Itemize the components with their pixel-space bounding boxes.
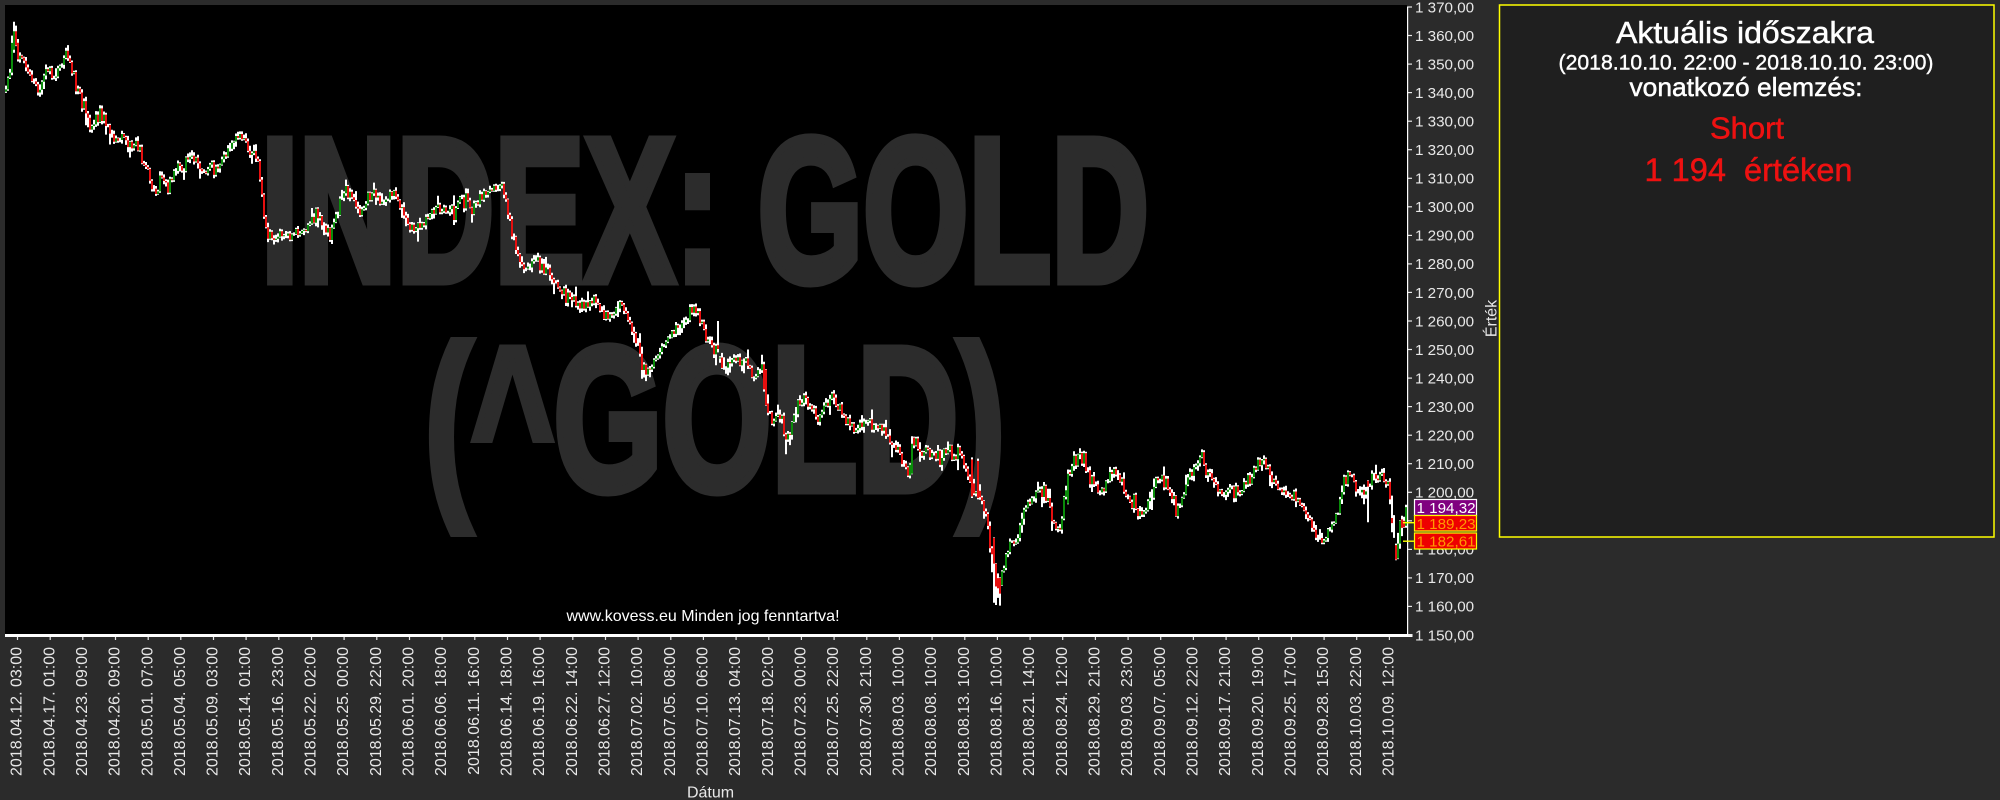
svg-text:2018.05.16. 23:00: 2018.05.16. 23:00 — [270, 647, 287, 776]
svg-text:1 370,00: 1 370,00 — [1415, 0, 1474, 16]
svg-text:2018.04.26. 09:00: 2018.04.26. 09:00 — [107, 647, 124, 776]
svg-text:1 300,00: 1 300,00 — [1415, 199, 1474, 216]
svg-text:2018.07.10. 06:00: 2018.07.10. 06:00 — [695, 647, 712, 776]
svg-text:2018.09.17. 21:00: 2018.09.17. 21:00 — [1217, 647, 1234, 776]
svg-text:1 310,00: 1 310,00 — [1415, 171, 1474, 188]
svg-text:2018.06.01. 20:00: 2018.06.01. 20:00 — [401, 647, 418, 776]
svg-text:2018.05.29. 22:00: 2018.05.29. 22:00 — [368, 647, 385, 776]
svg-text:2018.09.12. 22:00: 2018.09.12. 22:00 — [1185, 647, 1202, 776]
svg-text:2018.06.14. 18:00: 2018.06.14. 18:00 — [499, 647, 516, 776]
svg-text:2018.08.08. 10:00: 2018.08.08. 10:00 — [923, 647, 940, 776]
svg-text:vonatkozó elemzés:: vonatkozó elemzés: — [1630, 72, 1863, 102]
svg-text:2018.07.13. 04:00: 2018.07.13. 04:00 — [727, 647, 744, 776]
svg-text:2018.05.22. 02:00: 2018.05.22. 02:00 — [303, 647, 320, 776]
svg-text:Aktuális időszakra: Aktuális időszakra — [1616, 15, 1875, 50]
svg-text:2018.08.13. 10:00: 2018.08.13. 10:00 — [956, 647, 973, 776]
svg-text:1 200,00: 1 200,00 — [1415, 485, 1474, 502]
svg-text:2018.07.02. 10:00: 2018.07.02. 10:00 — [629, 647, 646, 776]
svg-text:1 170,00: 1 170,00 — [1415, 570, 1474, 587]
svg-text:2018.09.07. 05:00: 2018.09.07. 05:00 — [1152, 647, 1169, 776]
svg-text:Short: Short — [1710, 111, 1784, 146]
svg-text:2018.08.24. 12:00: 2018.08.24. 12:00 — [1054, 647, 1071, 776]
svg-text:2018.04.23. 09:00: 2018.04.23. 09:00 — [74, 647, 91, 776]
svg-text:1 260,00: 1 260,00 — [1415, 313, 1474, 330]
svg-text:1 150,00: 1 150,00 — [1415, 627, 1474, 644]
svg-text:2018.07.25. 22:00: 2018.07.25. 22:00 — [825, 647, 842, 776]
svg-text:2018.09.28. 15:00: 2018.09.28. 15:00 — [1315, 647, 1332, 776]
svg-text:2018.06.27. 12:00: 2018.06.27. 12:00 — [597, 647, 614, 776]
svg-text:Érték: Érték — [1481, 299, 1500, 337]
svg-text:2018.09.20. 19:00: 2018.09.20. 19:00 — [1250, 647, 1267, 776]
svg-text:2018.09.25. 17:00: 2018.09.25. 17:00 — [1283, 647, 1300, 776]
svg-text:1 189,23: 1 189,23 — [1417, 516, 1476, 533]
svg-text:2018.07.23. 00:00: 2018.07.23. 00:00 — [793, 647, 810, 776]
svg-text:2018.06.19. 16:00: 2018.06.19. 16:00 — [531, 647, 548, 776]
svg-text:2018.09.03. 23:00: 2018.09.03. 23:00 — [1119, 647, 1136, 776]
svg-text:Dátum: Dátum — [687, 785, 734, 800]
svg-text:1 194 értéken: 1 194 értéken — [1645, 152, 1853, 188]
svg-text:(2018.10.10. 22:00 - 2018.10.1: (2018.10.10. 22:00 - 2018.10.10. 23:00) — [1559, 52, 1934, 75]
svg-text:2018.10.03. 22:00: 2018.10.03. 22:00 — [1348, 647, 1365, 776]
svg-text:1 194,32: 1 194,32 — [1417, 500, 1476, 517]
svg-text:2018.08.03. 10:00: 2018.08.03. 10:00 — [891, 647, 908, 776]
svg-text:INDEX: GOLD: INDEX: GOLD — [261, 96, 1149, 325]
svg-text:1 240,00: 1 240,00 — [1415, 370, 1474, 387]
svg-text:2018.04.12. 03:00: 2018.04.12. 03:00 — [9, 647, 26, 776]
svg-text:1 340,00: 1 340,00 — [1415, 85, 1474, 102]
svg-text:2018.06.11. 16:00: 2018.06.11. 16:00 — [466, 647, 483, 775]
svg-text:(^GOLD): (^GOLD) — [425, 305, 1005, 534]
svg-text:2018.05.14. 01:00: 2018.05.14. 01:00 — [237, 647, 254, 776]
svg-text:1 220,00: 1 220,00 — [1415, 428, 1474, 445]
svg-text:1 320,00: 1 320,00 — [1415, 142, 1474, 159]
svg-text:2018.06.22. 14:00: 2018.06.22. 14:00 — [564, 647, 581, 776]
svg-text:1 360,00: 1 360,00 — [1415, 28, 1474, 45]
svg-text:2018.08.29. 21:00: 2018.08.29. 21:00 — [1087, 647, 1104, 776]
svg-text:1 160,00: 1 160,00 — [1415, 599, 1474, 616]
svg-text:1 280,00: 1 280,00 — [1415, 256, 1474, 273]
svg-text:1 210,00: 1 210,00 — [1415, 456, 1474, 473]
svg-text:1 330,00: 1 330,00 — [1415, 114, 1474, 131]
svg-text:2018.08.21. 14:00: 2018.08.21. 14:00 — [1021, 647, 1038, 776]
svg-text:2018.05.09. 03:00: 2018.05.09. 03:00 — [205, 647, 222, 776]
svg-text:2018.07.30. 21:00: 2018.07.30. 21:00 — [858, 647, 875, 776]
svg-text:1 290,00: 1 290,00 — [1415, 228, 1474, 245]
svg-text:2018.04.17. 01:00: 2018.04.17. 01:00 — [41, 647, 58, 776]
svg-text:1 230,00: 1 230,00 — [1415, 399, 1474, 416]
svg-text:2018.05.01. 07:00: 2018.05.01. 07:00 — [139, 647, 156, 776]
svg-text:2018.07.05. 08:00: 2018.07.05. 08:00 — [662, 647, 679, 776]
svg-text:1 350,00: 1 350,00 — [1415, 56, 1474, 73]
svg-text:www.kovess.eu Minden jog fennt: www.kovess.eu Minden jog fenntartva! — [565, 608, 839, 625]
svg-text:1 250,00: 1 250,00 — [1415, 342, 1474, 359]
svg-text:1 182,61: 1 182,61 — [1417, 534, 1476, 551]
svg-text:2018.05.04. 05:00: 2018.05.04. 05:00 — [172, 647, 189, 776]
svg-text:2018.10.09. 12:00: 2018.10.09. 12:00 — [1381, 647, 1398, 776]
svg-text:2018.06.06. 18:00: 2018.06.06. 18:00 — [433, 647, 450, 776]
svg-text:2018.05.25. 00:00: 2018.05.25. 00:00 — [335, 647, 352, 776]
svg-text:2018.08.16. 10:00: 2018.08.16. 10:00 — [989, 647, 1006, 776]
svg-text:1 270,00: 1 270,00 — [1415, 285, 1474, 302]
svg-text:2018.07.18. 02:00: 2018.07.18. 02:00 — [760, 647, 777, 776]
